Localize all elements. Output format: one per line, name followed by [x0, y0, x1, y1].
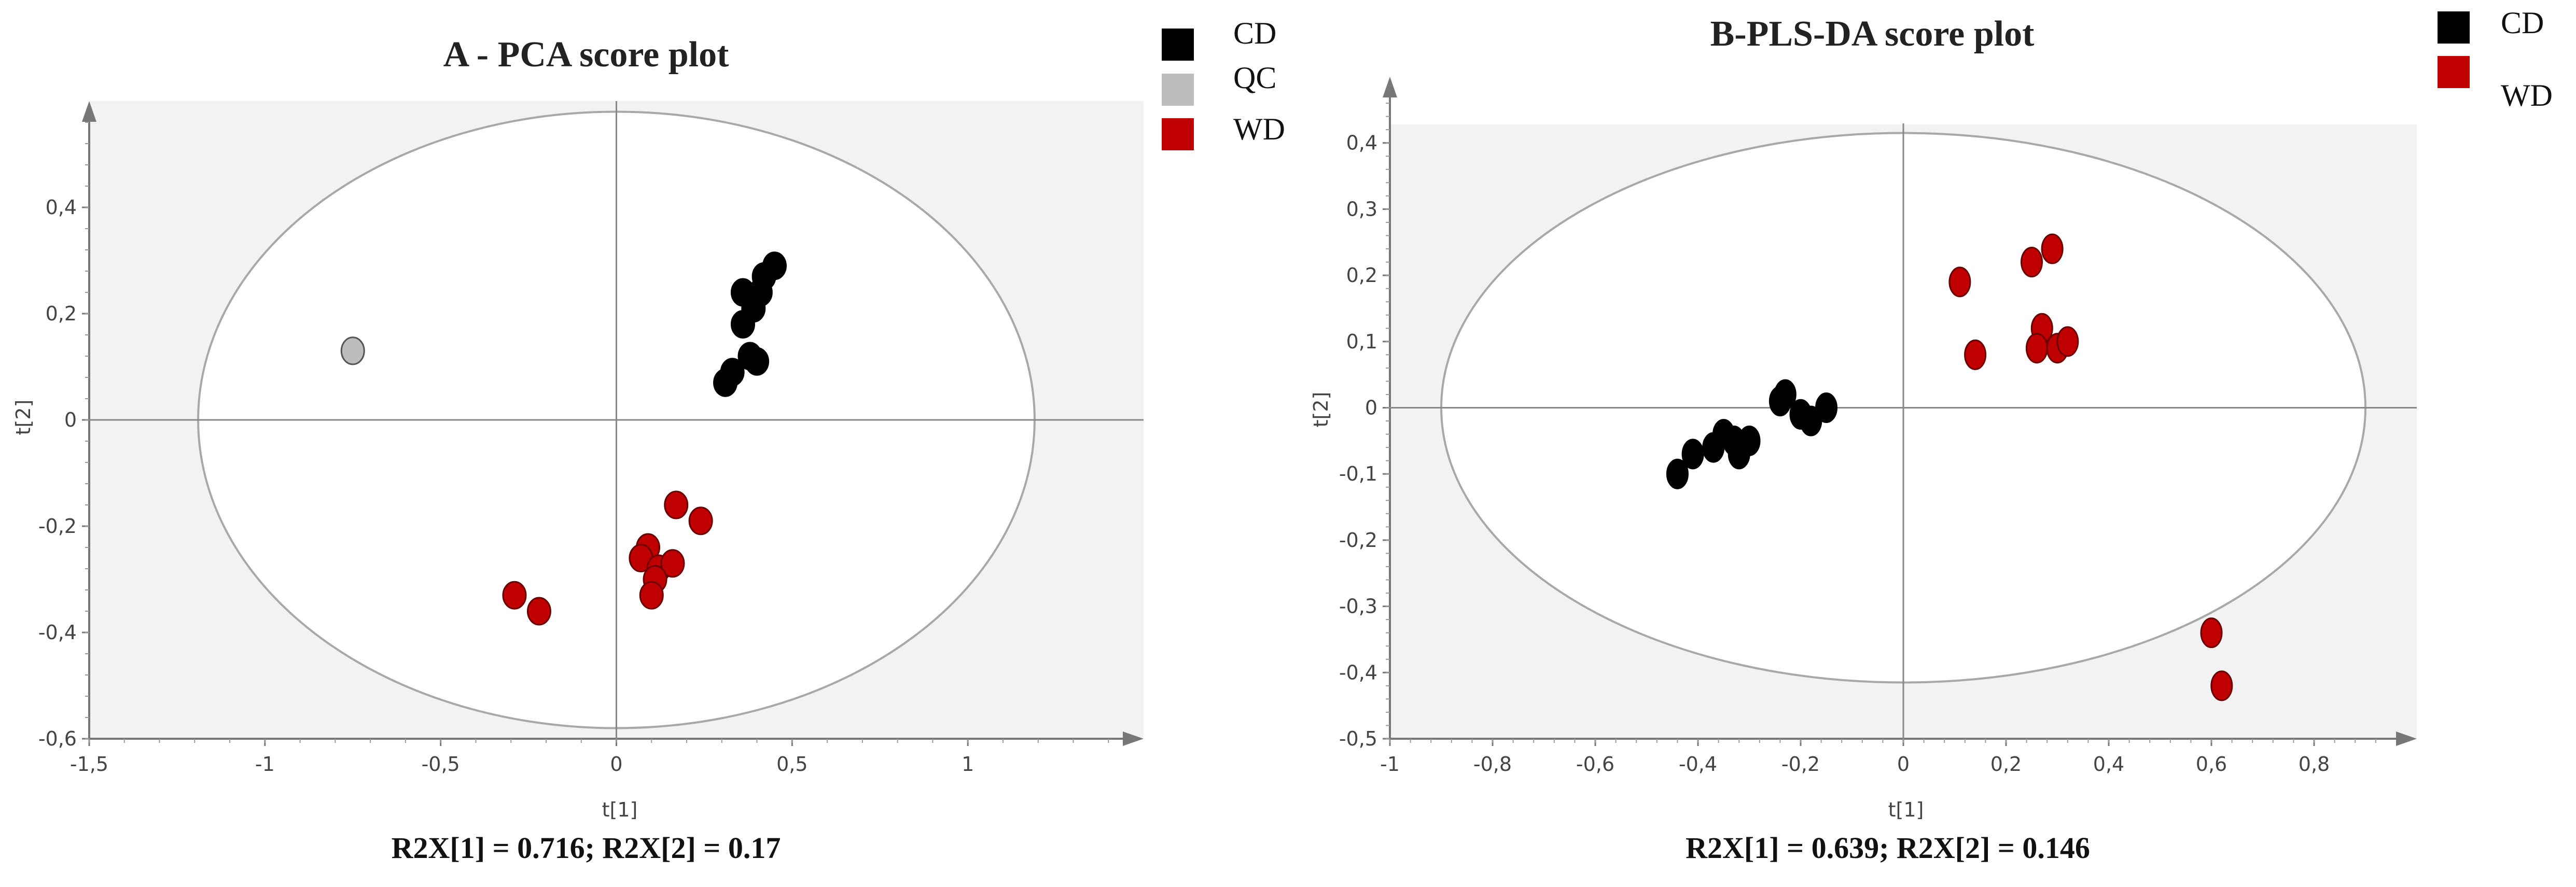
point-cd: [1774, 379, 1797, 410]
x-tick-label: -0,6: [1576, 753, 1614, 776]
x-axis-arrow: [2396, 731, 2417, 746]
point-wd: [1964, 339, 1987, 370]
legend-label-cd-b: CD: [2501, 6, 2544, 40]
x-tick-label: 0,8: [2299, 753, 2330, 776]
point-cd: [1681, 439, 1704, 470]
x-tick-label: 0,6: [2196, 753, 2227, 776]
legend-swatch-cd-b: [2438, 11, 2470, 44]
y-tick-label: -0,4: [1339, 661, 1377, 684]
legend-a: CD QC WD: [1162, 16, 1285, 150]
legend-label-qc: QC: [1233, 61, 1276, 95]
point-cd: [762, 251, 787, 280]
y-tick-label: 0,1: [1346, 330, 1377, 353]
point-wd: [660, 549, 685, 578]
point-wd: [2025, 333, 2048, 364]
y-tick-label: 0,4: [1346, 132, 1377, 154]
point-cd: [1738, 425, 1761, 456]
y-tick-label: -0,4: [38, 621, 77, 644]
point-wd: [2041, 233, 2064, 264]
y-axis-arrow: [1383, 77, 1397, 97]
legend-label-wd: WD: [1233, 112, 1285, 146]
point-cd: [745, 347, 770, 376]
y-tick-label: -0,2: [38, 515, 77, 538]
point-wd: [2056, 326, 2079, 357]
legend-swatch-wd: [1162, 118, 1194, 150]
legend-label-cd: CD: [1233, 16, 1276, 50]
point-cd: [713, 368, 738, 397]
point-wd: [639, 581, 664, 610]
x-tick-label: -1: [1380, 753, 1400, 776]
y-tick-label: 0: [64, 409, 77, 431]
x-tick-label: 1: [962, 753, 974, 776]
point-wd: [664, 490, 689, 519]
footer-r2x-a: R2X[1] = 0.716; R2X[2] = 0.17: [392, 831, 781, 865]
point-wd: [502, 581, 527, 610]
point-wd: [526, 597, 551, 626]
x-axis-label-b: t[1]: [1888, 798, 1924, 821]
chart-title-b: B-PLS-DA score plot: [1710, 14, 2035, 54]
y-axis-label-b: t[2]: [1310, 392, 1332, 428]
x-tick-label: 0,2: [1990, 753, 2022, 776]
x-axis-arrow: [1123, 731, 1144, 746]
y-tick-label: 0,2: [1346, 264, 1377, 287]
legend-b: CD WD: [2438, 6, 2553, 112]
point-cd: [730, 310, 755, 339]
panel-a-pca: -1,5 -1 -0,5 0 0,5 1 -0,6 -0,4 -0,2 0 0,2 0,4 A - …: [12, 35, 1144, 865]
x-tick-label: -1: [255, 753, 275, 776]
x-axis-label-a: t[1]: [602, 798, 638, 821]
y-axis-label-a: t[2]: [12, 400, 35, 435]
point-cd: [1666, 458, 1689, 489]
x-tick-label: 0: [610, 753, 622, 776]
y-tick-label: 0,3: [1346, 198, 1377, 220]
point-wd: [1948, 266, 1971, 298]
legend-swatch-wd-b: [2438, 56, 2470, 88]
y-tick-label: 0,4: [46, 196, 77, 219]
x-tick-label: 0,5: [776, 753, 807, 776]
point-wd: [2200, 617, 2223, 649]
point-wd: [688, 506, 713, 536]
point-cd: [1815, 392, 1837, 423]
x-tick-label: 0: [1897, 753, 1910, 776]
legend-swatch-qc: [1162, 74, 1194, 106]
y-axis-arrow: [82, 101, 96, 122]
y-tick-label: -0,6: [38, 727, 77, 750]
y-tick-label: 0: [1365, 397, 1377, 419]
y-tick-label: -0,5: [1339, 727, 1377, 750]
x-tick-label: -0,8: [1473, 753, 1512, 776]
y-tick-label: 0,2: [46, 302, 77, 325]
y-tick-label: -0,2: [1339, 529, 1377, 552]
x-tick-label: -0,2: [1781, 753, 1820, 776]
legend-label-wd-b: WD: [2501, 78, 2553, 112]
y-tick-label: -0,1: [1339, 462, 1377, 485]
x-tick-label: -0,5: [422, 753, 460, 776]
legend-swatch-cd: [1162, 29, 1194, 61]
chart-title-a: A - PCA score plot: [443, 35, 729, 75]
x-tick-label: -0,4: [1679, 753, 1717, 776]
point-qc: [340, 336, 365, 365]
panel-b-plsda: -1 -0,8 -0,6 -0,4 -0,2 0 0,2 0,4 0,6 0,8 -0,5 -0,4…: [1310, 14, 2417, 865]
x-tick-label: 0,4: [2093, 753, 2124, 776]
footer-r2x-b: R2X[1] = 0.639; R2X[2] = 0.146: [1686, 831, 2090, 865]
point-wd: [2021, 247, 2043, 278]
point-wd: [2210, 670, 2233, 701]
y-tick-label: -0,3: [1339, 595, 1377, 618]
x-tick-label: -1,5: [70, 753, 108, 776]
